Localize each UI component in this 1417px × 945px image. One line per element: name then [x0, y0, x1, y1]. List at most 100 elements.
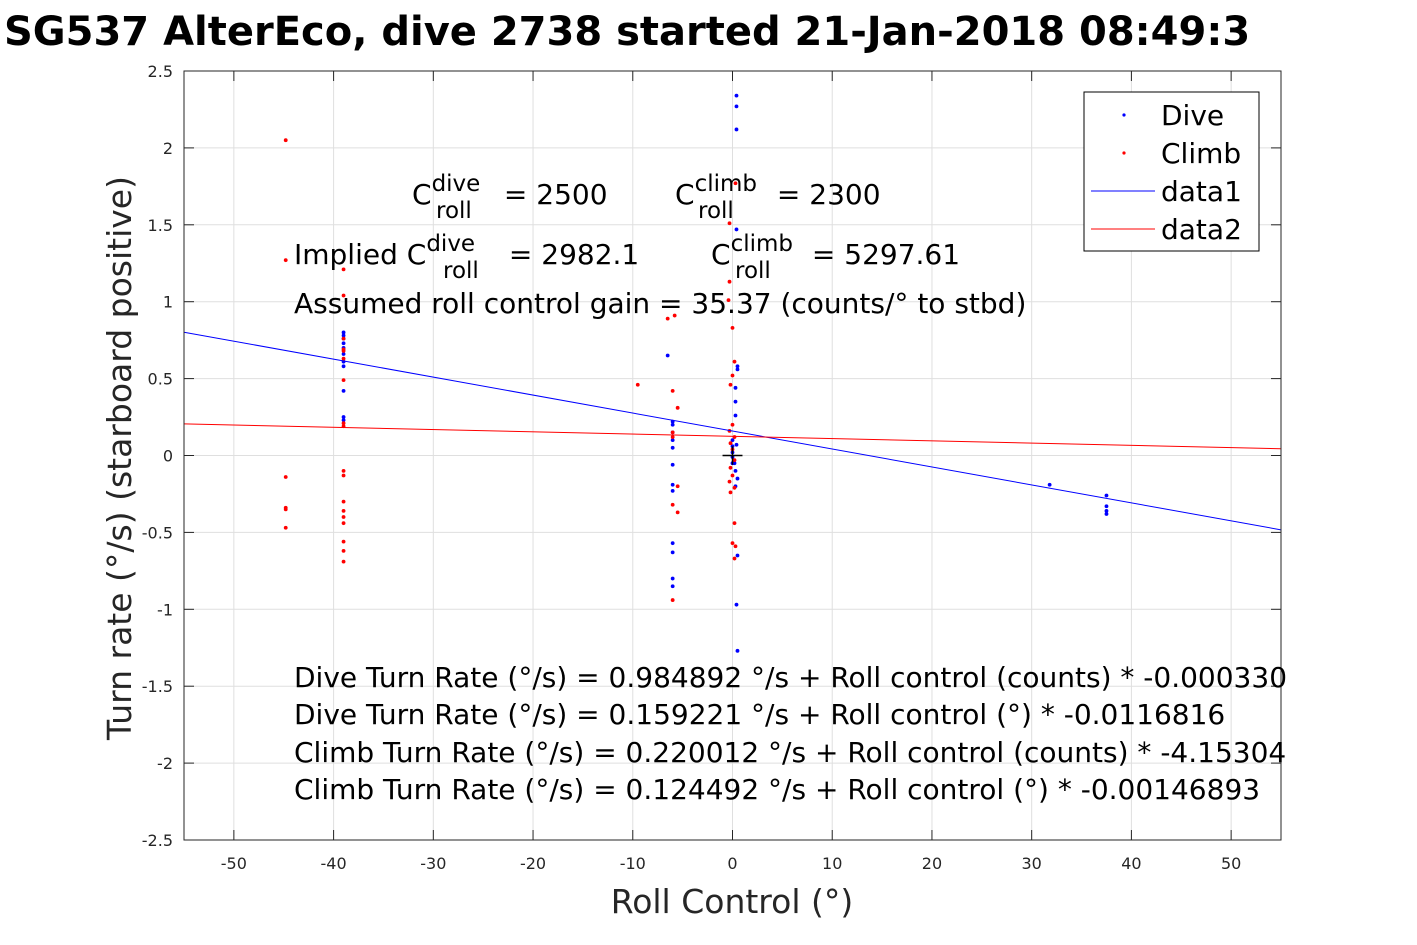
- x-tick-label: 0: [727, 854, 737, 873]
- legend-label-dive: Dive: [1161, 99, 1224, 132]
- annotation-implied-c-roll-dive: Implied Cdive roll = 2982.1: [294, 231, 639, 284]
- point-climb: [675, 484, 680, 489]
- point-dive: [734, 602, 739, 607]
- point-climb: [341, 349, 346, 353]
- point-dive: [734, 127, 739, 132]
- point-climb: [733, 544, 738, 549]
- point-climb: [341, 421, 346, 426]
- y-tick-label: 1.5: [148, 216, 173, 235]
- point-dive: [733, 399, 738, 404]
- point-climb: [675, 510, 680, 515]
- annotation-climb-fit-degrees: Climb Turn Rate (°/s) = 0.124492 °/s + R…: [294, 773, 1260, 806]
- point-dive: [735, 367, 740, 372]
- x-tick-label: 40: [1121, 854, 1141, 873]
- point-climb: [733, 181, 738, 186]
- point-dive: [341, 352, 346, 356]
- point-climb: [341, 499, 346, 504]
- point-dive: [734, 104, 739, 109]
- y-tick-label: -0.5: [142, 523, 173, 542]
- point-climb: [283, 138, 288, 143]
- legend-marker-climb: [1122, 151, 1126, 155]
- point-climb: [341, 293, 346, 298]
- series-line-data2: [183, 423, 1282, 450]
- point-dive: [734, 227, 739, 232]
- annotation-dive-fit-counts: Dive Turn Rate (°/s) = 0.984892 °/s + Ro…: [294, 661, 1287, 694]
- point-dive: [1104, 493, 1109, 498]
- point-dive: [670, 576, 675, 581]
- y-tick-label: -1.5: [142, 677, 173, 696]
- point-climb: [670, 598, 675, 602]
- point-climb: [727, 279, 732, 284]
- point-dive: [341, 330, 346, 335]
- point-climb: [283, 507, 288, 512]
- point-climb: [732, 359, 737, 364]
- point-dive: [1047, 482, 1052, 487]
- point-climb: [341, 473, 346, 478]
- point-climb: [283, 258, 288, 263]
- point-dive: [733, 385, 738, 390]
- series-layer: [183, 93, 1282, 653]
- point-climb: [727, 479, 732, 484]
- annotation-climb-fit-counts: Climb Turn Rate (°/s) = 0.220012 °/s + R…: [294, 736, 1286, 769]
- point-dive: [735, 648, 740, 653]
- legend-label-climb: Climb: [1161, 137, 1241, 170]
- point-climb: [341, 515, 346, 519]
- point-climb: [728, 382, 733, 387]
- y-tick-label: 1: [163, 293, 173, 312]
- point-climb: [341, 468, 346, 473]
- point-dive: [730, 438, 735, 443]
- y-tick-label: -1: [157, 600, 173, 619]
- point-climb: [341, 336, 346, 341]
- point-climb: [730, 473, 735, 478]
- legend-label-data1: data1: [1161, 175, 1242, 208]
- point-climb: [730, 373, 735, 378]
- point-dive: [670, 550, 675, 555]
- point-climb: [728, 490, 733, 495]
- x-tick-label: -40: [321, 854, 347, 873]
- x-tick-label: -20: [520, 854, 546, 873]
- point-climb: [730, 325, 735, 330]
- y-tick-label: -2: [157, 754, 173, 773]
- point-climb: [341, 378, 346, 383]
- point-dive: [341, 333, 346, 338]
- point-dive: [733, 413, 738, 418]
- point-climb: [732, 435, 737, 439]
- point-climb: [670, 430, 675, 435]
- point-climb: [283, 525, 288, 530]
- x-tick-label: -50: [221, 854, 247, 873]
- point-dive: [670, 584, 675, 589]
- point-dive: [733, 468, 738, 473]
- figure-title: SG537 AlterEco, dive 2738 started 21-Jan…: [4, 9, 1250, 55]
- point-climb: [732, 521, 737, 526]
- point-climb: [672, 313, 677, 318]
- point-climb: [728, 441, 733, 446]
- point-climb: [283, 475, 288, 479]
- point-dive: [341, 364, 346, 369]
- point-climb: [727, 221, 732, 226]
- point-dive: [670, 422, 675, 427]
- x-tick-label: 50: [1221, 854, 1241, 873]
- point-climb: [670, 502, 675, 507]
- point-dive: [735, 364, 740, 369]
- point-climb: [732, 485, 737, 490]
- y-tick-label: 2.5: [148, 62, 173, 81]
- point-dive: [341, 418, 346, 423]
- point-climb: [732, 458, 737, 463]
- x-tick-label: -10: [620, 854, 646, 873]
- point-climb: [635, 382, 640, 387]
- point-climb: [341, 356, 346, 361]
- point-dive: [1104, 504, 1109, 509]
- y-tick-label: 2: [163, 139, 173, 158]
- point-dive: [665, 353, 670, 358]
- point-dive: [670, 445, 675, 450]
- legend-label-data2: data2: [1161, 213, 1242, 246]
- point-climb: [730, 422, 735, 427]
- point-climb: [665, 316, 670, 321]
- point-dive: [1104, 508, 1109, 513]
- legend: Dive Climb data1 data2: [1083, 91, 1260, 252]
- x-tick-label: 10: [822, 854, 842, 873]
- point-dive: [734, 93, 739, 98]
- point-climb: [341, 548, 346, 553]
- x-tick-label: 30: [1022, 854, 1042, 873]
